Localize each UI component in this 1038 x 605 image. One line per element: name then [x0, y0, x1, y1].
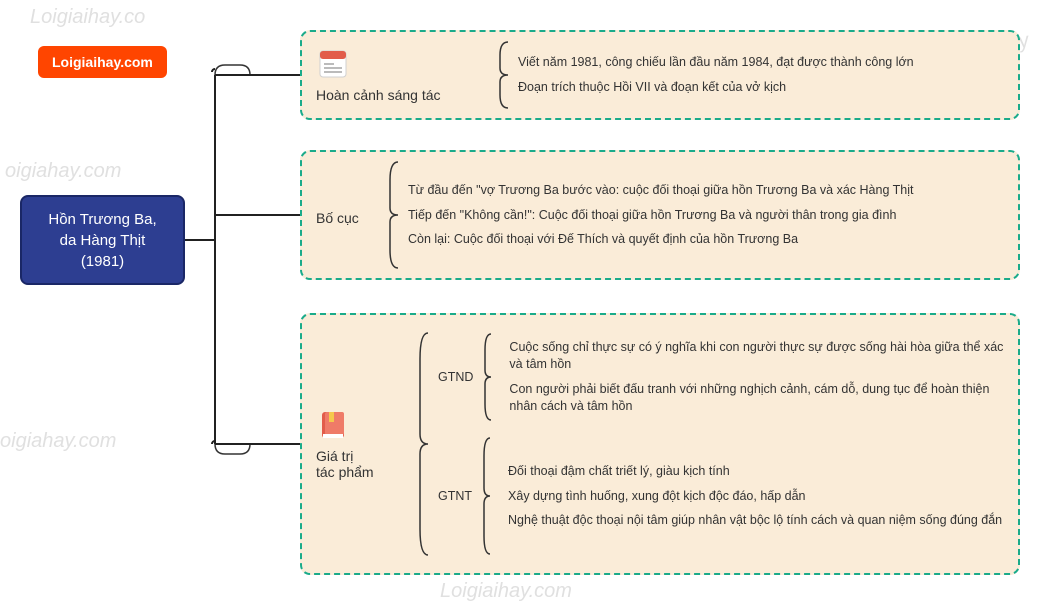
leaf-text: Cuộc sống chỉ thực sự có ý nghĩa khi con…	[509, 339, 1004, 373]
subgroup-gtnd: GTND Cuộc sống chỉ thực sự có ý nghĩa kh…	[438, 332, 1004, 422]
leaf-text: Còn lại: Cuộc đối thoại với Đế Thích và …	[408, 231, 1004, 248]
brace-icon	[498, 40, 518, 110]
subgroup-label: GTND	[438, 370, 473, 384]
panel-label: Giá trị tác phẩm	[316, 448, 374, 480]
panel-structure: Bố cục Từ đầu đến "vợ Trương Ba bước vào…	[300, 150, 1020, 280]
watermark: Loigiaihay.com	[440, 580, 572, 603]
brace-icon	[388, 160, 408, 270]
leaf-text: Tiếp đến "Không cần!": Cuộc đối thoại gi…	[408, 207, 1004, 224]
brace-icon	[483, 332, 499, 422]
leaf-text: Đối thoại đậm chất triết lý, giàu kịch t…	[508, 463, 1004, 480]
book-icon	[316, 408, 350, 442]
leaf-text: Viết năm 1981, công chiếu lần đầu năm 19…	[518, 54, 1004, 71]
newspaper-icon	[316, 47, 350, 81]
brace-icon	[482, 436, 498, 556]
watermark: oigiahay.com	[5, 160, 121, 183]
panel-label: Hoàn cảnh sáng tác	[316, 87, 441, 103]
panel-context: Hoàn cảnh sáng tác Viết năm 1981, công c…	[300, 30, 1020, 120]
brace-icon	[418, 329, 438, 559]
watermark: Loigiaihay.co	[30, 6, 145, 29]
leaf-text: Con người phải biết đấu tranh với những …	[509, 381, 1004, 415]
leaf-text: Xây dựng tình huống, xung đột kịch độc đ…	[508, 488, 1004, 505]
root-connector	[185, 30, 300, 570]
leaf-text: Từ đầu đến "vợ Trương Ba bước vào: cuộc …	[408, 182, 1004, 199]
site-badge: Loigiaihay.com	[38, 46, 167, 78]
panel-label: Bố cục	[316, 210, 359, 226]
subgroup-label: GTNT	[438, 489, 472, 503]
leaf-text: Đoạn trích thuộc Hồi VII và đoạn kết của…	[518, 79, 1004, 96]
panel-values: Giá trị tác phẩm GTND Cuộc sống chỉ thực…	[300, 313, 1020, 575]
subgroup-gtnt: GTNT Đối thoại đậm chất triết lý, giàu k…	[438, 436, 1004, 556]
watermark: oigiahay.com	[0, 430, 116, 453]
root-node: Hồn Trương Ba, da Hàng Thịt (1981)	[20, 195, 185, 285]
root-title: Hồn Trương Ba, da Hàng Thịt (1981)	[48, 209, 156, 272]
leaf-text: Nghệ thuật độc thoại nội tâm giúp nhân v…	[508, 512, 1004, 529]
